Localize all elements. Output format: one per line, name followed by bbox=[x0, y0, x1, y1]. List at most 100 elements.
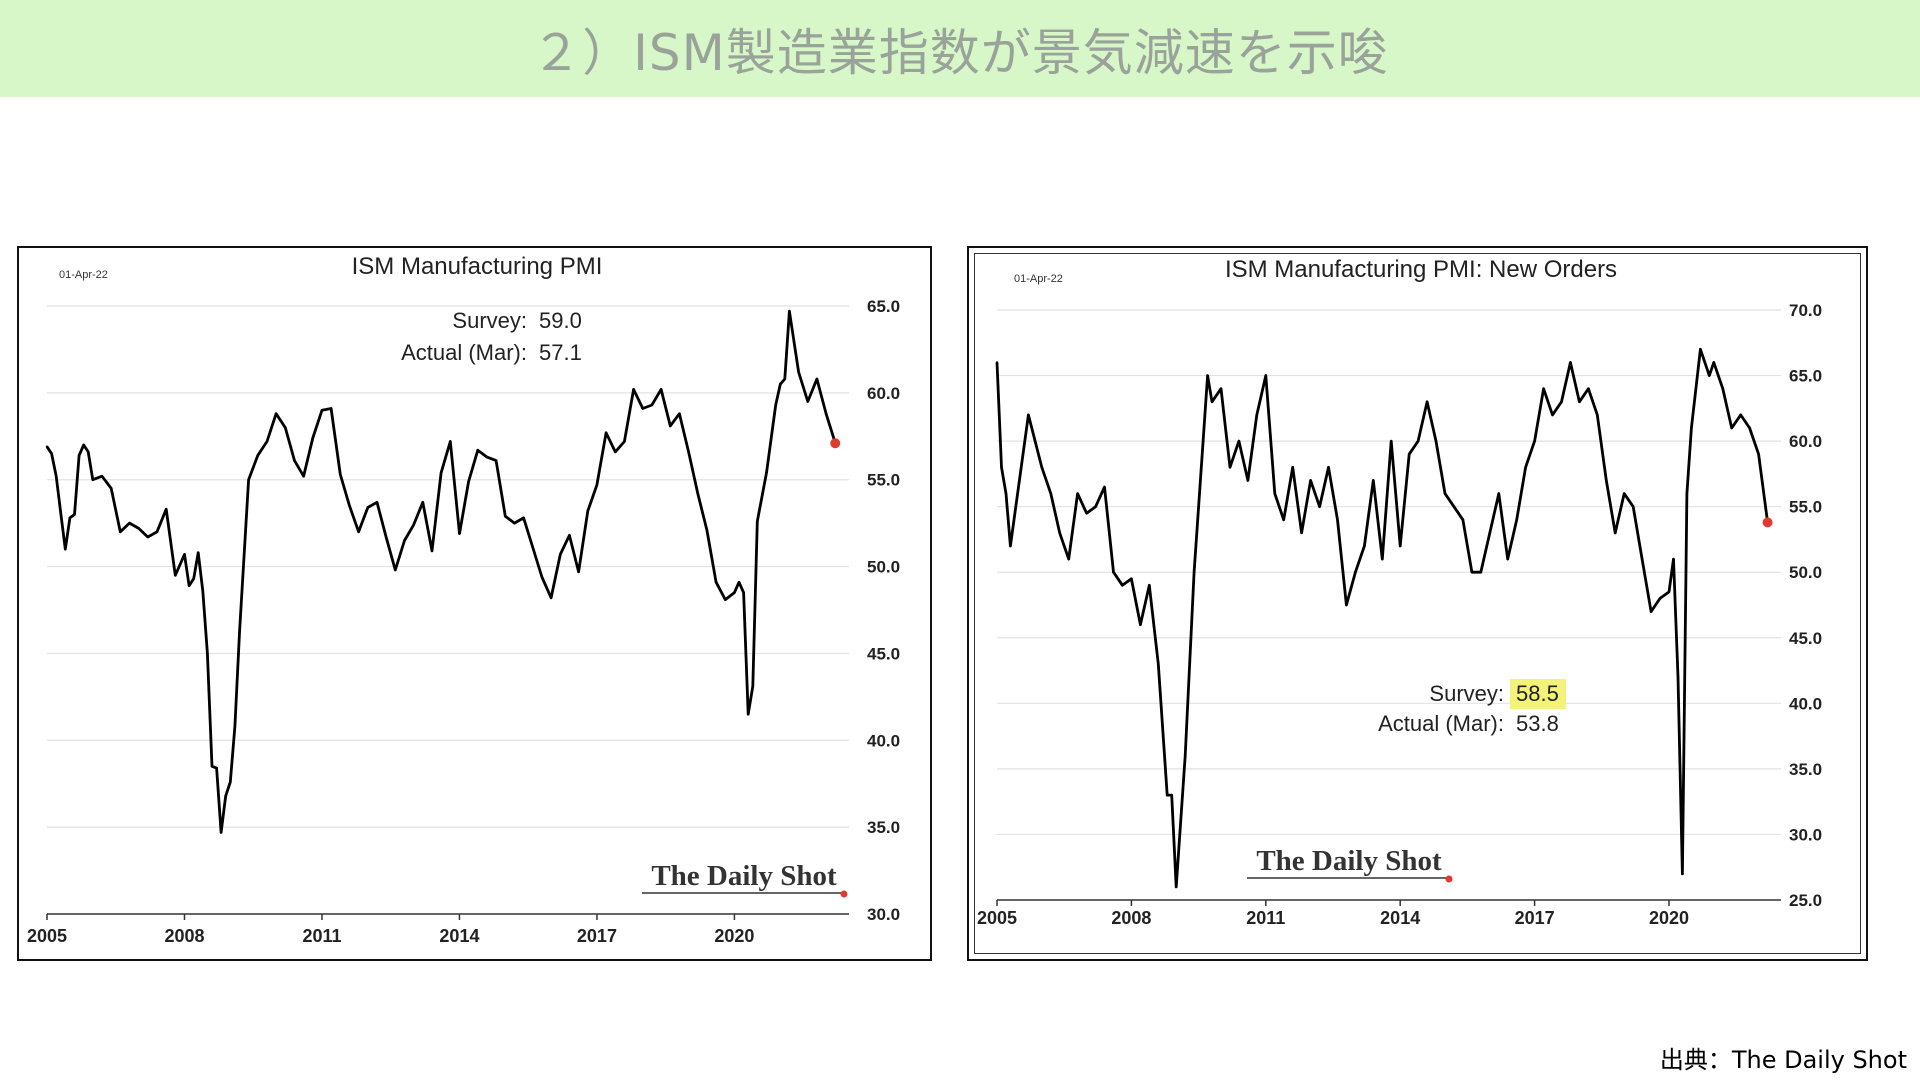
x-tick-label: 2005 bbox=[27, 926, 67, 946]
data-point bbox=[774, 403, 777, 407]
data-point bbox=[247, 478, 250, 481]
data-point bbox=[1094, 505, 1097, 508]
data-point bbox=[1018, 479, 1021, 482]
x-tick-label: 2020 bbox=[1649, 908, 1689, 928]
series-line bbox=[45, 309, 837, 834]
data-point bbox=[824, 412, 828, 415]
y-tick-label: 30.0 bbox=[867, 905, 900, 924]
data-point bbox=[1533, 439, 1536, 443]
data-point bbox=[1712, 361, 1715, 364]
data-point bbox=[1479, 571, 1483, 574]
y-tick-label: 50.0 bbox=[867, 558, 900, 577]
chart-title: ISM Manufacturing PMI: New Orders bbox=[1225, 256, 1617, 283]
data-point bbox=[797, 370, 800, 374]
data-point bbox=[1372, 479, 1375, 482]
survey-highlight bbox=[1510, 679, 1566, 709]
data-point bbox=[421, 501, 424, 504]
data-point bbox=[1443, 492, 1447, 495]
data-point bbox=[1708, 374, 1711, 377]
data-point bbox=[64, 548, 67, 551]
data-point bbox=[696, 492, 699, 495]
data-point bbox=[68, 516, 72, 520]
data-point bbox=[1103, 485, 1106, 489]
data-point bbox=[604, 431, 608, 435]
data-point bbox=[1551, 413, 1554, 417]
data-point bbox=[197, 551, 200, 554]
data-point bbox=[1407, 453, 1411, 456]
x-tick-label: 2017 bbox=[1515, 908, 1555, 928]
data-point bbox=[1587, 387, 1590, 390]
data-point bbox=[128, 521, 131, 525]
data-point bbox=[1067, 557, 1070, 561]
page-title-bar: ２）ISM製造業指数が景気減速を示唆 bbox=[0, 0, 1920, 97]
source-credit: 出典：The Daily Shot bbox=[1659, 1046, 1907, 1074]
data-point bbox=[1649, 610, 1653, 613]
data-point bbox=[192, 577, 195, 580]
data-point bbox=[224, 794, 227, 798]
data-point bbox=[1425, 400, 1429, 403]
data-point bbox=[1049, 492, 1052, 495]
actual-value: 53.8 bbox=[1516, 711, 1559, 736]
data-point bbox=[1058, 531, 1061, 535]
data-point bbox=[779, 382, 782, 386]
chart-title: ISM Manufacturing PMI bbox=[352, 253, 603, 280]
data-point bbox=[412, 523, 415, 527]
data-point bbox=[1327, 466, 1330, 469]
data-point bbox=[746, 713, 750, 716]
data-point bbox=[1685, 492, 1689, 495]
data-point bbox=[1381, 557, 1384, 561]
data-point bbox=[765, 471, 768, 474]
data-point bbox=[1085, 512, 1088, 515]
data-point bbox=[256, 454, 260, 457]
data-point bbox=[1614, 531, 1617, 535]
data-point bbox=[439, 471, 443, 474]
watermark-dot bbox=[1445, 875, 1453, 883]
data-point bbox=[1524, 466, 1527, 469]
data-point bbox=[1730, 426, 1733, 430]
data-point bbox=[1658, 597, 1662, 600]
actual-label: Actual (Mar): bbox=[401, 340, 527, 365]
data-point bbox=[1210, 400, 1214, 403]
data-point bbox=[1309, 479, 1312, 482]
data-point bbox=[733, 591, 736, 594]
y-tick-label: 45.0 bbox=[1789, 629, 1822, 648]
data-point bbox=[1175, 885, 1178, 889]
data-point bbox=[783, 377, 787, 381]
data-point bbox=[77, 454, 81, 457]
data-point bbox=[1748, 426, 1751, 430]
data-point bbox=[1336, 518, 1339, 521]
data-point bbox=[357, 530, 360, 534]
data-point bbox=[274, 412, 278, 415]
chart-panel-new-orders: 25.0 30.0 35.0 40.0 45.0 50.0 55.0 60.0 65.0 70.0… bbox=[967, 246, 1868, 961]
data-point bbox=[751, 685, 754, 688]
data-point bbox=[403, 539, 406, 542]
data-point bbox=[339, 473, 342, 476]
x-tick-label: 2011 bbox=[302, 926, 341, 946]
data-point bbox=[449, 440, 452, 443]
data-point bbox=[430, 549, 434, 553]
data-point bbox=[1318, 505, 1321, 508]
data-point bbox=[504, 514, 507, 518]
survey-label: Survey: bbox=[452, 308, 527, 333]
data-point bbox=[394, 568, 397, 572]
data-point bbox=[1672, 557, 1675, 561]
data-point bbox=[1721, 387, 1724, 390]
y-tick-label: 35.0 bbox=[1789, 760, 1822, 779]
data-point bbox=[45, 445, 49, 448]
data-point bbox=[1416, 439, 1420, 443]
data-point bbox=[54, 475, 58, 478]
data-point bbox=[174, 574, 177, 577]
data-point bbox=[91, 478, 95, 481]
data-point bbox=[1542, 387, 1545, 390]
actual-label: Actual (Mar): bbox=[1378, 711, 1504, 736]
data-point bbox=[1452, 505, 1456, 508]
data-point bbox=[577, 570, 580, 573]
data-point bbox=[1515, 518, 1518, 521]
data-point bbox=[1560, 400, 1563, 403]
data-point bbox=[1273, 492, 1276, 495]
data-point bbox=[1179, 820, 1182, 823]
data-point bbox=[678, 412, 681, 415]
data-point bbox=[1183, 754, 1187, 757]
data-point bbox=[1667, 590, 1671, 594]
data-point bbox=[714, 581, 718, 584]
